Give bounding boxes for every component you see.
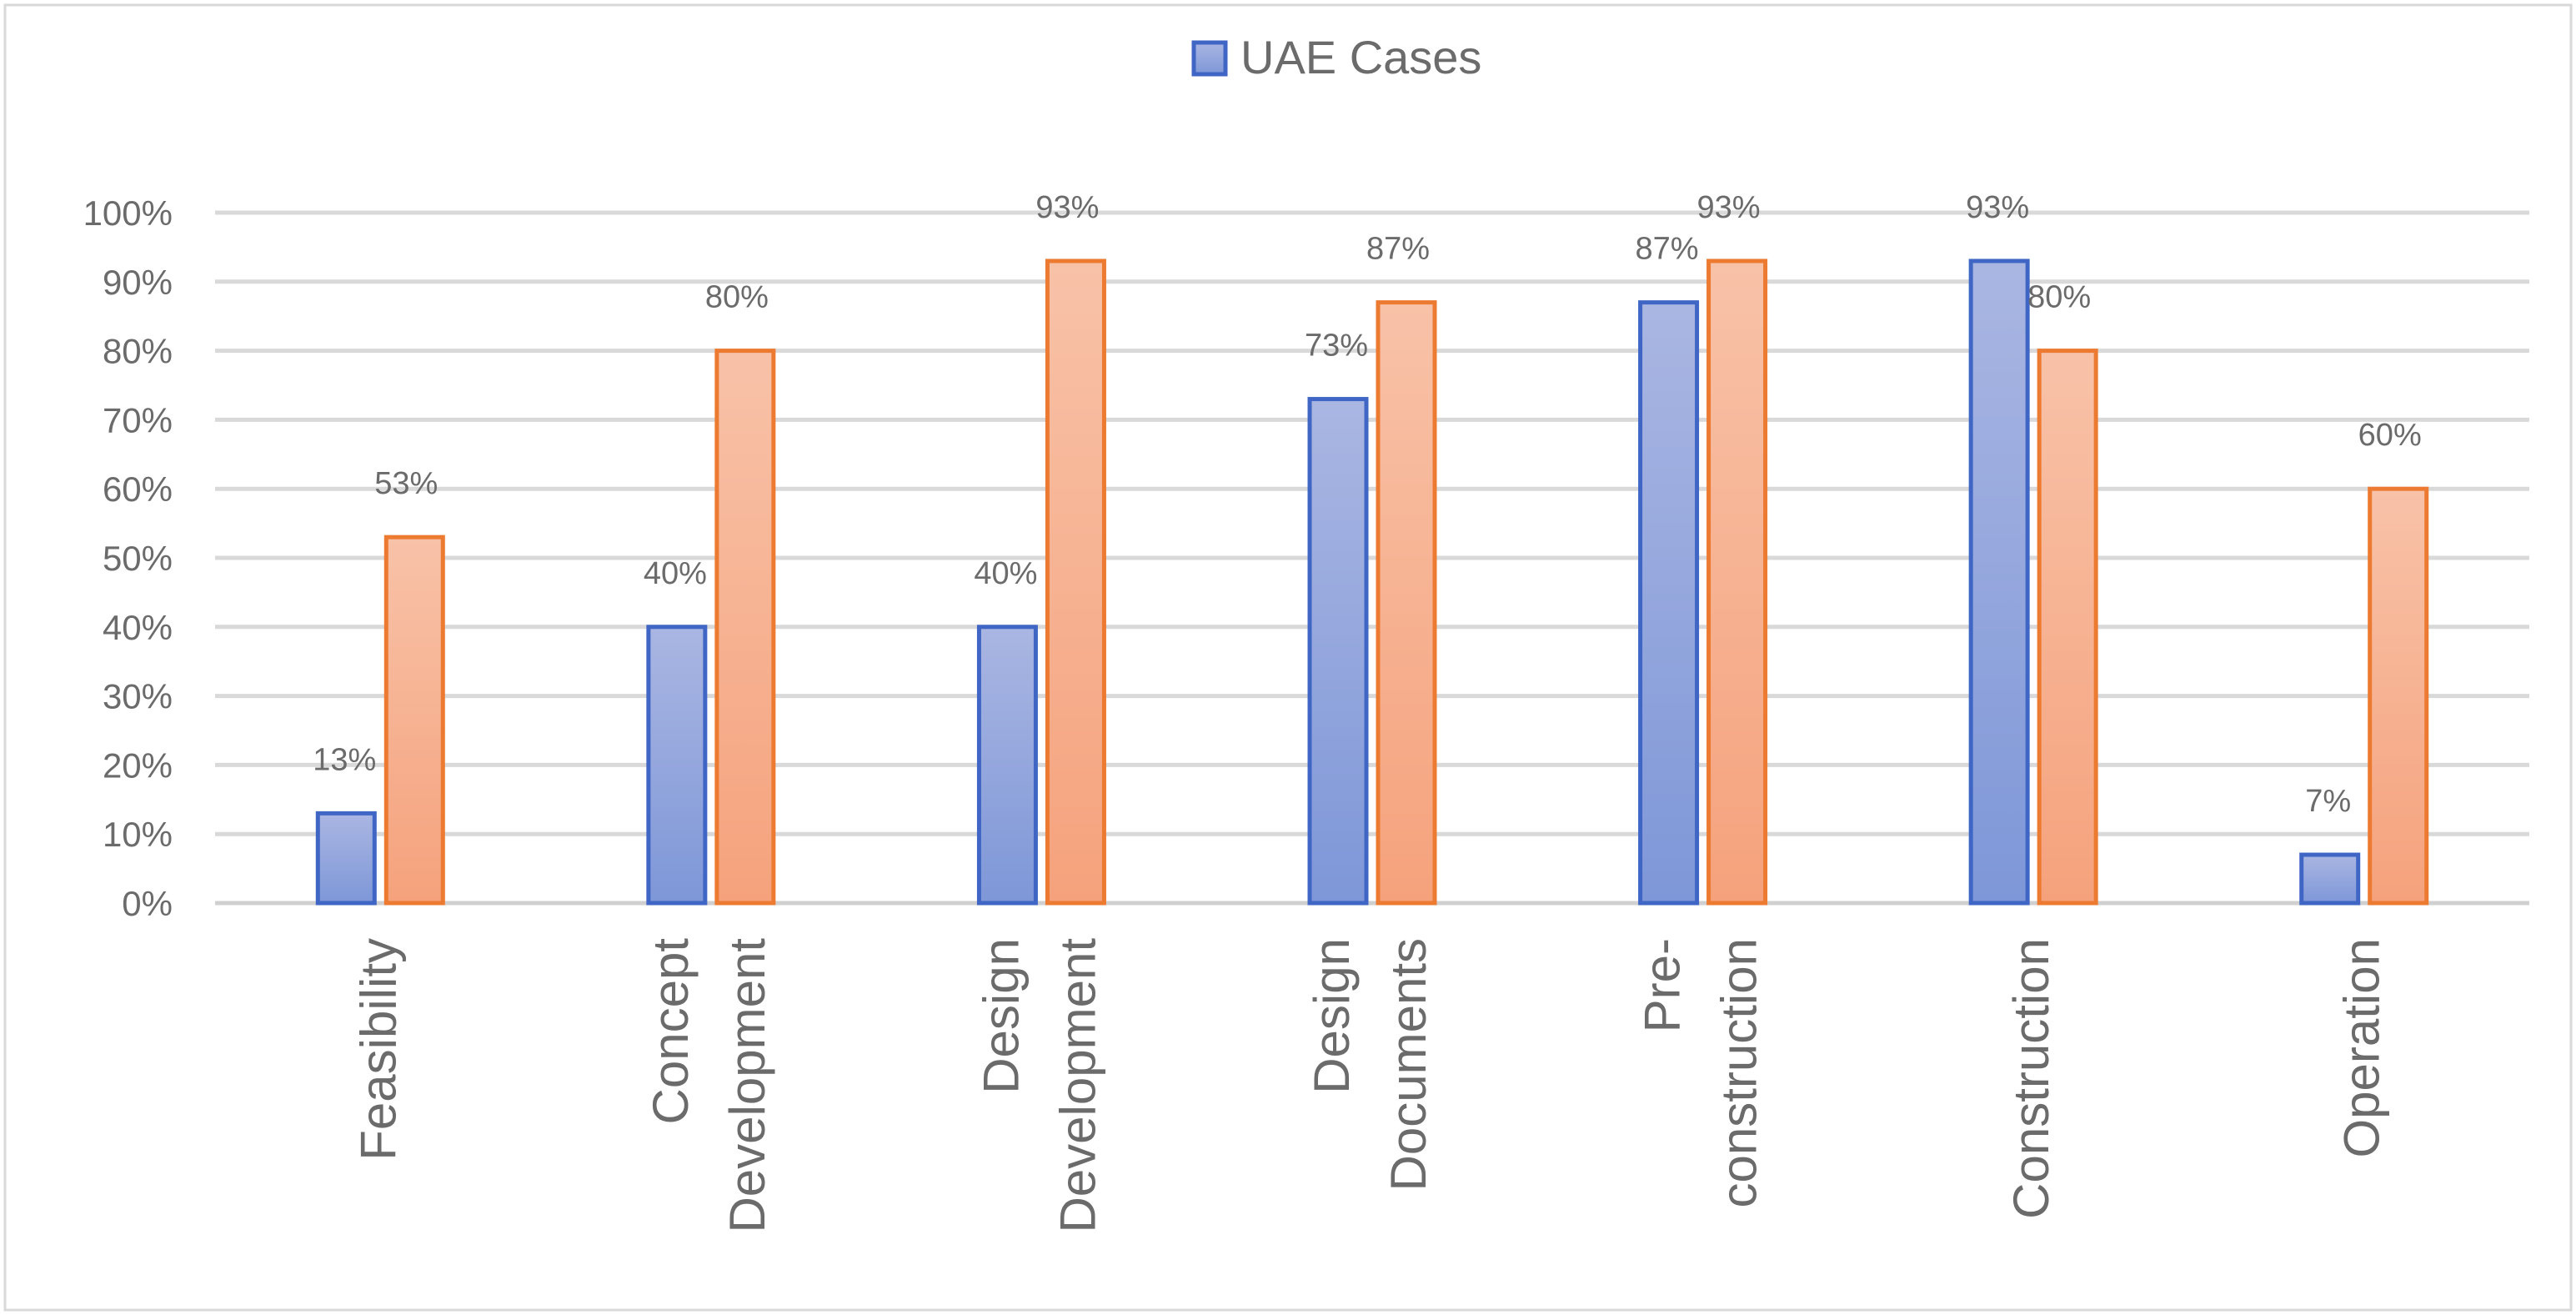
data-label: 60%: [2358, 418, 2422, 453]
bar-series-2: [2037, 349, 2098, 906]
data-label: 73%: [1305, 329, 1368, 364]
category-label: Pre-: [1635, 938, 1691, 1032]
data-label: 13%: [313, 742, 376, 777]
bar-series-2: [714, 349, 776, 906]
data-label: 87%: [1366, 232, 1430, 267]
y-tick-label: 60%: [103, 469, 173, 509]
bar-series-2: [2368, 486, 2429, 906]
data-label: 87%: [1636, 232, 1699, 267]
data-label: 93%: [1035, 190, 1099, 225]
category-label: Design: [973, 938, 1029, 1094]
legend: UAE Cases: [1191, 31, 1481, 83]
data-labels: 13% 53% 40% 80% 40% 93% 73% 87% 87% 93% 93% 80% 7% 60…: [313, 190, 2421, 819]
y-tick-label: 80%: [103, 332, 173, 371]
legend-label: UAE Cases: [1240, 31, 1481, 83]
category-label: Feasibility: [350, 938, 406, 1161]
y-tick-label: 50%: [103, 539, 173, 578]
bar-uae-cases: [1638, 300, 1700, 906]
bars: [315, 258, 2429, 906]
bar-uae-cases: [315, 811, 377, 906]
bar-uae-cases: [2299, 852, 2361, 906]
data-label: 80%: [2027, 280, 2091, 315]
category-label: Construction: [2003, 938, 2059, 1219]
category-label: Operation: [2334, 938, 2390, 1158]
data-label: 53%: [374, 466, 438, 501]
bar-uae-cases: [1968, 258, 2030, 906]
category-label: construction: [1711, 938, 1767, 1208]
y-tick-label: 70%: [103, 400, 173, 439]
x-axis-categories: Feasibility Concept Development Design Devel…: [350, 938, 2389, 1233]
y-axis-ticks: 0% 10% 20% 30% 40% 50% 60% 70% 80% 90% 100%: [83, 193, 173, 923]
category-label: Design: [1304, 938, 1360, 1094]
bar-series-2: [1045, 258, 1106, 906]
bar-uae-cases: [646, 625, 708, 906]
y-tick-label: 10%: [103, 815, 173, 854]
bar-uae-cases: [976, 625, 1038, 906]
category-label: Development: [1050, 938, 1105, 1233]
bar-series-2: [1376, 300, 1437, 906]
data-label: 93%: [1966, 190, 2029, 225]
data-label: 40%: [974, 556, 1037, 591]
bar-uae-cases: [1307, 397, 1369, 906]
bar-series-2: [383, 535, 445, 906]
data-label: 80%: [705, 280, 769, 315]
data-label: 7%: [2305, 784, 2351, 819]
y-tick-label: 40%: [103, 608, 173, 647]
gridlines: [215, 210, 2529, 906]
y-tick-label: 30%: [103, 677, 173, 716]
data-label: 93%: [1697, 190, 1761, 225]
y-tick-label: 0%: [122, 884, 173, 923]
bar-series-2: [1706, 258, 1768, 906]
y-tick-label: 90%: [103, 263, 173, 302]
legend-swatch: [1191, 40, 1228, 77]
category-label: Documents: [1381, 938, 1436, 1191]
category-label: Concept: [643, 938, 699, 1125]
y-tick-label: 20%: [103, 745, 173, 785]
category-label: Development: [719, 938, 775, 1233]
y-tick-label: 100%: [83, 193, 173, 233]
data-label: 40%: [644, 556, 707, 591]
